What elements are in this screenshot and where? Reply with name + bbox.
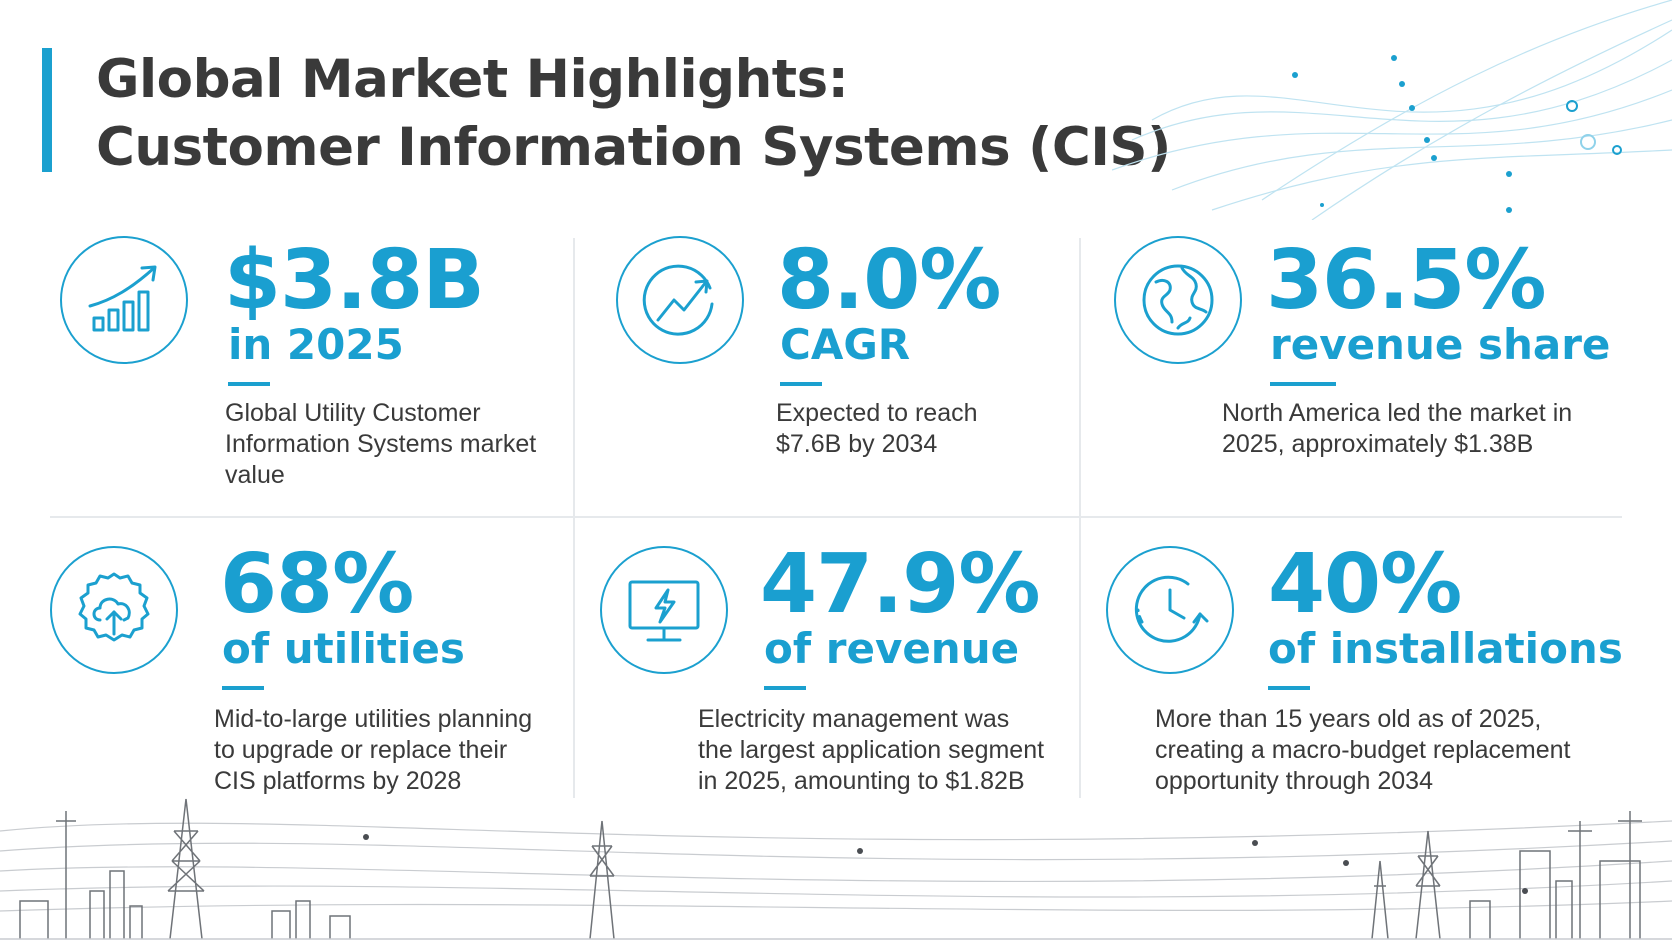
stat-subtitle: in 2025: [228, 320, 404, 369]
title-line-1: Global Market Highlights:: [96, 49, 849, 110]
row-divider: [50, 516, 1622, 518]
stat-subtitle: of utilities: [222, 624, 465, 673]
stat-subtitle: CAGR: [780, 320, 911, 369]
stat-description: Expected to reach $7.6B by 2034: [776, 399, 978, 458]
stat-description: More than 15 years old as of 2025, creat…: [1155, 705, 1571, 795]
clock-cycle-icon: [1106, 546, 1234, 674]
globe-icon: [1114, 236, 1242, 364]
stat-description: Global Utility Customer Information Syst…: [225, 399, 537, 489]
stat-value: 36.5%: [1266, 233, 1546, 328]
network-lines-decoration: [1112, 0, 1672, 220]
title-line-2: Customer Information Systems (CIS): [96, 117, 1171, 178]
stat-description: Mid-to-large utilities planning to upgra…: [214, 705, 533, 795]
power-grid-skyline-decoration: [0, 798, 1672, 940]
stat-underline: [764, 686, 806, 690]
stat-subtitle: of installations: [1268, 624, 1623, 673]
stat-value: 47.9%: [760, 537, 1040, 632]
growth-bar-chart-icon: [60, 236, 188, 364]
stat-subtitle: revenue share: [1270, 320, 1611, 369]
stat-value: 8.0%: [777, 233, 1001, 328]
title-accent-bar: [42, 48, 52, 172]
stat-value: 68%: [220, 537, 414, 632]
gear-cloud-upload-icon: [50, 546, 178, 674]
stat-underline: [780, 382, 822, 386]
stat-underline: [222, 686, 264, 690]
stat-description: North America led the market in 2025, ap…: [1222, 399, 1573, 458]
stat-underline: [1270, 382, 1336, 386]
monitor-lightning-icon: [600, 546, 728, 674]
column-divider-2: [1079, 238, 1081, 798]
stat-underline: [1268, 686, 1310, 690]
trend-arrow-icon: [616, 236, 744, 364]
stat-value: $3.8B: [224, 233, 485, 328]
page-title: Global Market Highlights: Customer Infor…: [96, 46, 1171, 182]
stat-value: 40%: [1268, 537, 1462, 632]
stat-subtitle: of revenue: [764, 624, 1020, 673]
column-divider-1: [573, 238, 575, 798]
stat-underline: [228, 382, 270, 386]
stat-description: Electricity management was the largest a…: [698, 705, 1045, 795]
